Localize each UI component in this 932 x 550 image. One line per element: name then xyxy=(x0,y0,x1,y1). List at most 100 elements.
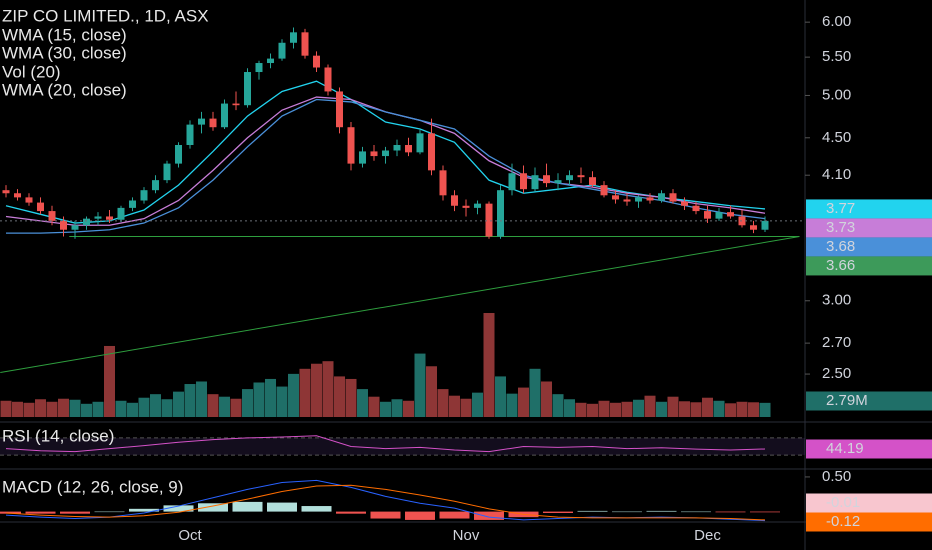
volume-bar xyxy=(541,381,552,417)
plot-area xyxy=(0,21,810,522)
price-tag: 3.77 xyxy=(826,200,855,217)
macd-histogram-bar xyxy=(301,506,332,512)
volume-bar xyxy=(161,399,173,417)
candle-body xyxy=(658,193,665,201)
histogram-tag-bg xyxy=(806,493,932,513)
volume-bar xyxy=(667,396,679,417)
volume-bar xyxy=(564,399,575,417)
volume-bar xyxy=(575,402,587,417)
candle-body xyxy=(255,63,263,73)
volume-bar xyxy=(414,353,426,417)
candle-body xyxy=(681,201,688,206)
volume-bar xyxy=(115,400,127,417)
volume-bar xyxy=(242,389,253,417)
volume-bar xyxy=(759,402,771,417)
volume-bar xyxy=(633,399,644,417)
candle-body xyxy=(554,180,562,184)
candle-body xyxy=(37,202,44,212)
candle-body xyxy=(221,103,228,128)
volume-bar xyxy=(587,403,598,417)
volume-bar xyxy=(368,396,380,417)
candle-body xyxy=(163,163,171,181)
volume-bar xyxy=(552,394,564,417)
candle-body xyxy=(451,195,458,206)
candle-body xyxy=(497,190,504,237)
candle-body xyxy=(278,42,286,59)
volume-bar xyxy=(518,387,529,417)
macd-title: MACD (12, 26, close, 9) xyxy=(2,477,183,496)
macd-histogram-bar xyxy=(267,502,297,512)
candle-body xyxy=(48,211,56,221)
volume-bar xyxy=(713,400,725,417)
volume-bar xyxy=(23,402,35,417)
candle-body xyxy=(370,151,378,157)
candle-body xyxy=(359,151,366,164)
candle-body xyxy=(589,177,596,186)
volume-bar xyxy=(644,395,656,417)
y-tick-label: 5.00 xyxy=(822,86,851,103)
legend-entry: Vol (20) xyxy=(2,62,61,81)
volume-bar xyxy=(69,399,81,417)
candle-body xyxy=(244,72,251,106)
volume-bar xyxy=(656,401,667,417)
rsi-band xyxy=(0,437,805,456)
volume-bar xyxy=(104,345,115,417)
volume-bar xyxy=(736,401,748,417)
rsi-tag-bg xyxy=(806,439,932,459)
volume-bar xyxy=(748,402,759,417)
volume-bar xyxy=(380,401,391,417)
volume-bar xyxy=(690,402,702,417)
y-tick-label: 3.00 xyxy=(822,292,851,309)
price-tag-bg xyxy=(806,218,932,238)
candle-body xyxy=(71,225,79,230)
volume-bar xyxy=(322,361,334,417)
volume-bar xyxy=(173,391,184,417)
volume-bar xyxy=(265,378,276,417)
volume-bar xyxy=(702,397,713,417)
candle-body xyxy=(439,170,447,196)
macd-histogram-bar xyxy=(0,511,21,514)
volume-tag: 2.79M xyxy=(826,392,868,409)
wma-line xyxy=(5,80,766,224)
candle-body xyxy=(301,32,309,56)
candle-body xyxy=(232,103,240,106)
y-tick-label: 0.50 xyxy=(822,468,851,485)
volume-bar xyxy=(334,376,345,417)
price-tag-bg xyxy=(806,256,932,276)
volume-bar xyxy=(58,398,69,417)
macd-histogram-bar xyxy=(405,511,435,520)
volume-bar xyxy=(138,397,150,417)
signal-tag: -0.12 xyxy=(826,513,860,530)
y-tick-label: 5.50 xyxy=(822,48,851,65)
rsi-line xyxy=(5,435,766,453)
candle-body xyxy=(152,180,159,191)
volume-bar xyxy=(81,403,92,417)
volume-bar xyxy=(426,366,437,417)
candle-body xyxy=(129,200,136,208)
candle-body xyxy=(704,211,711,219)
volume-bar xyxy=(391,399,403,417)
rsi-tag: 44.19 xyxy=(826,440,864,457)
candle-body xyxy=(267,58,274,64)
candle-body xyxy=(94,216,102,219)
candle-body xyxy=(761,220,769,230)
volume-bar xyxy=(403,400,414,417)
y-tick-label: 4.10 xyxy=(822,166,851,183)
candle-body xyxy=(715,212,723,219)
volume-bar xyxy=(219,396,230,417)
candle-body xyxy=(117,207,125,220)
candle-body xyxy=(106,216,113,220)
macd-histogram-bar xyxy=(543,511,573,513)
volume-bar xyxy=(460,398,472,417)
candle-body xyxy=(646,197,654,201)
macd-histogram-bar xyxy=(163,505,194,512)
candle-body xyxy=(508,173,516,191)
macd-histogram-bar xyxy=(715,511,746,513)
y-tick-label: 4.50 xyxy=(822,129,851,146)
candle-body xyxy=(60,220,67,230)
candle-body xyxy=(566,175,573,181)
price-tag-bg xyxy=(806,199,932,219)
candle-body xyxy=(313,55,320,68)
volume-bar xyxy=(299,368,311,417)
